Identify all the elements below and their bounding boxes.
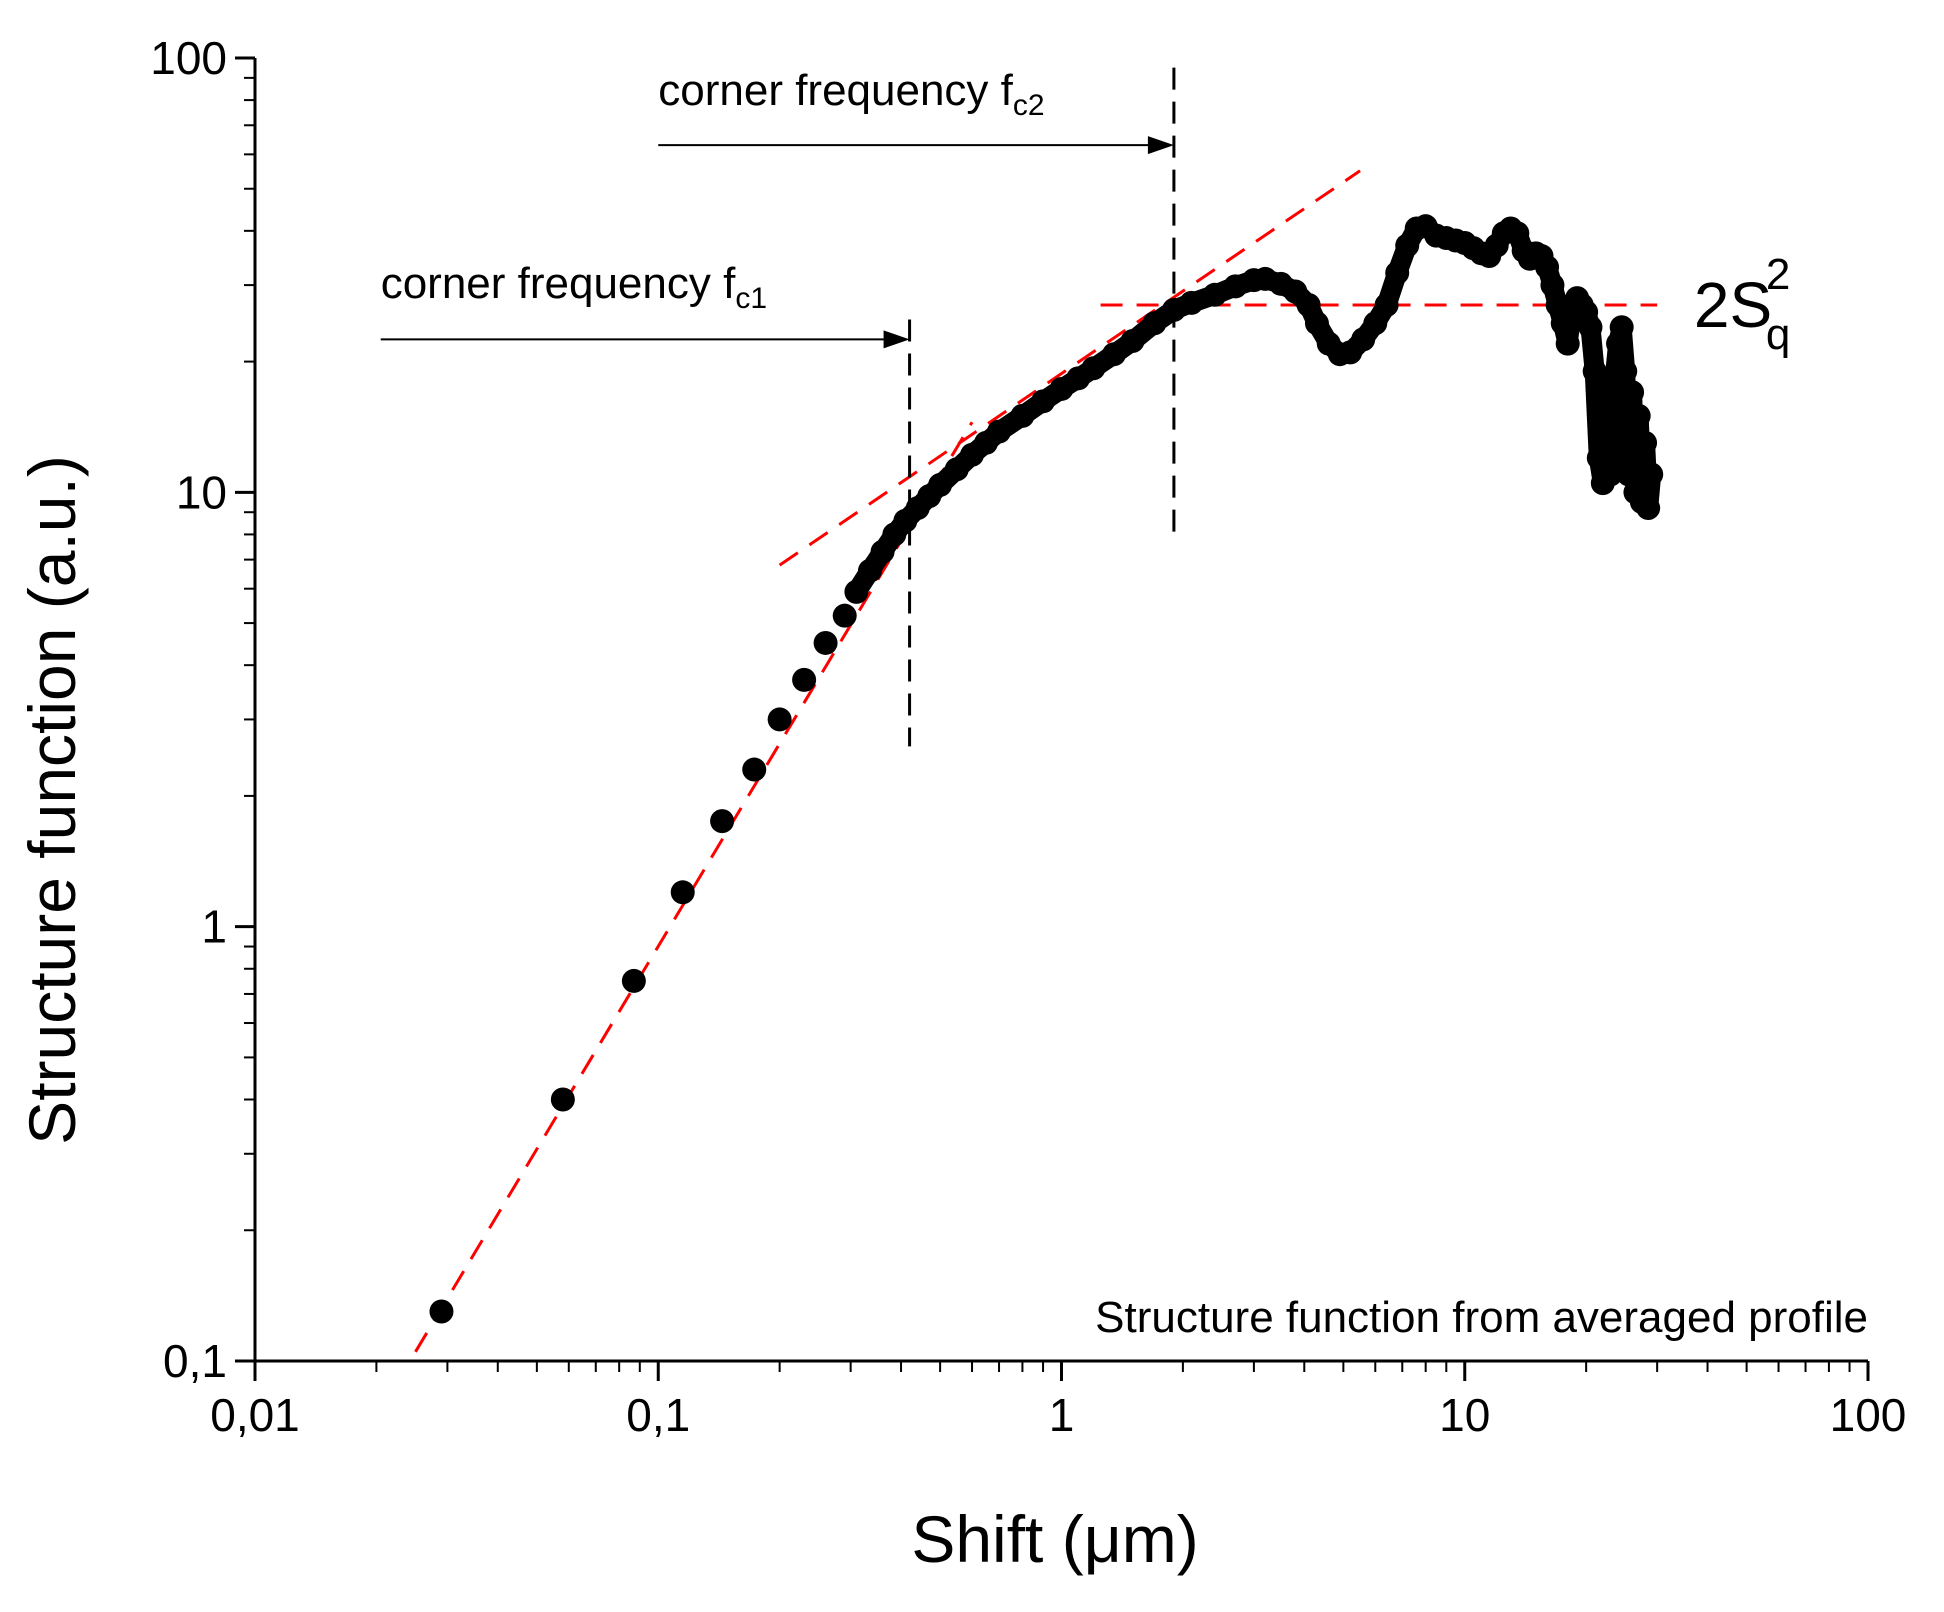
y-tick-label: 1 [201, 901, 227, 953]
data-point [1613, 359, 1638, 384]
data-point [1304, 311, 1329, 336]
data-point [1385, 260, 1410, 285]
data-point [1031, 389, 1056, 414]
fc1-arrow-head [883, 330, 910, 349]
x-tick-label: 0,1 [626, 1389, 690, 1441]
data-point [832, 603, 857, 628]
data-point [928, 472, 953, 497]
fc2-label: corner frequency fc2 [658, 66, 1044, 122]
data-point [1620, 380, 1645, 405]
saturation-label-sub: q [1766, 310, 1790, 359]
data-point [1594, 391, 1619, 416]
y-tick-label: 0,1 [163, 1335, 227, 1387]
data-point [1616, 462, 1641, 487]
data-point [1555, 331, 1580, 356]
data-point [844, 579, 869, 604]
data-point [792, 667, 817, 692]
data-point [1010, 403, 1035, 428]
fc1-label: corner frequency fc1 [381, 259, 767, 315]
data-point [987, 419, 1012, 444]
data-point [1120, 329, 1145, 354]
x-tick-label: 1 [1049, 1389, 1075, 1441]
data-point [1179, 290, 1204, 315]
x-axis-title: Shift (μm) [911, 1502, 1198, 1576]
data-point [1374, 292, 1399, 317]
data-point [742, 757, 767, 782]
series-legend-label: Structure function from averaged profile [1095, 1293, 1868, 1342]
y-tick-label: 100 [150, 32, 227, 84]
data-point [1598, 462, 1623, 487]
data-point [870, 539, 895, 564]
data-point [1609, 315, 1634, 340]
data-point [1550, 311, 1575, 336]
data-point [1540, 273, 1565, 298]
fit-lines-layer [414, 169, 1658, 1353]
data-point [1202, 282, 1227, 307]
x-tick-label: 100 [1830, 1389, 1907, 1441]
saturation-label: 2S [1694, 269, 1772, 341]
y-tick-label: 10 [176, 466, 227, 518]
x-tick-label: 0,01 [210, 1389, 300, 1441]
data-point [1636, 496, 1661, 521]
data-point [550, 1087, 575, 1112]
data-point [944, 457, 969, 482]
x-tick-label: 10 [1439, 1389, 1490, 1441]
data-point [1363, 311, 1388, 336]
data-points-layer [429, 214, 1664, 1324]
y-axis-title: Structure function (a.u.) [15, 455, 89, 1145]
data-point [621, 968, 646, 993]
fc2-arrow-head [1147, 136, 1174, 155]
data-point [1142, 311, 1167, 336]
data-point [1626, 403, 1651, 428]
corner-lines-layer [908, 67, 1176, 747]
annotations-layer: corner frequency fc1 corner frequency fc2… [380, 66, 1790, 359]
data-point [670, 880, 695, 905]
saturation-label-sup: 2 [1766, 250, 1790, 299]
data-point [1296, 292, 1321, 317]
data-point [1633, 430, 1658, 455]
data-point [1081, 356, 1106, 381]
data-point [1582, 359, 1607, 384]
data-point [767, 707, 792, 732]
data-point [1639, 462, 1664, 487]
data-point [813, 630, 838, 655]
data-point [429, 1299, 454, 1324]
data-point [1578, 315, 1603, 340]
data-point [1102, 342, 1127, 367]
fit-line-mid [778, 169, 1361, 567]
data-point [710, 809, 735, 834]
data-point [857, 558, 882, 583]
data-point [1223, 274, 1248, 299]
